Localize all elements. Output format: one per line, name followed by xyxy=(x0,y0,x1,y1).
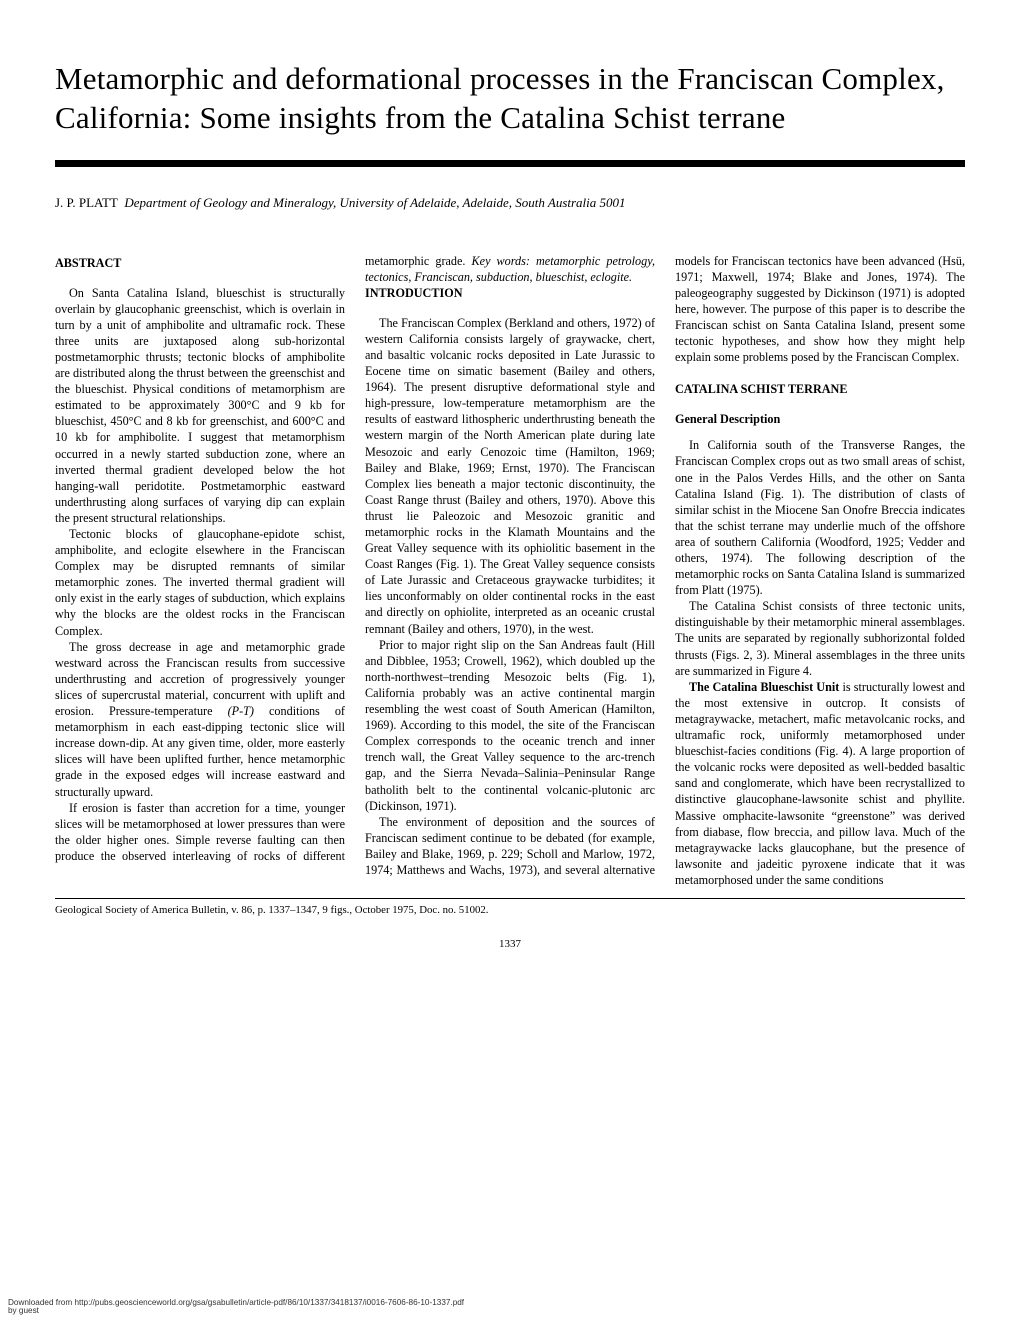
download-note: Downloaded from http://pubs.geosciencewo… xyxy=(8,1299,464,1316)
abstract-p2: Tectonic blocks of glaucophane-epidote s… xyxy=(55,526,345,639)
author-name: J. P. PLATT xyxy=(55,195,118,210)
download-url: Downloaded from http://pubs.geosciencewo… xyxy=(8,1299,464,1308)
catalina-p2: The Catalina Schist consists of three te… xyxy=(675,598,965,678)
catalina-p3: The Catalina Blueschist Unit is structur… xyxy=(675,679,965,888)
download-user: by guest xyxy=(8,1307,464,1316)
author-line: J. P. PLATT Department of Geology and Mi… xyxy=(55,195,965,211)
general-desc-heading: General Description xyxy=(675,411,965,427)
catalina-heading: CATALINA SCHIST TERRANE xyxy=(675,381,965,397)
intro-p1: The Franciscan Complex (Berkland and oth… xyxy=(365,315,655,637)
body-columns: ABSTRACT On Santa Catalina Island, blues… xyxy=(55,253,965,888)
intro-p2: Prior to major right slip on the San And… xyxy=(365,637,655,814)
page-number: 1337 xyxy=(55,938,965,950)
catalina-p1: In California south of the Transverse Ra… xyxy=(675,437,965,598)
pt-label: (P-T) xyxy=(228,704,254,718)
footer-citation: Geological Society of America Bulletin, … xyxy=(55,904,965,916)
abstract-p3: The gross decrease in age and metamorphi… xyxy=(55,639,345,800)
abstract-heading: ABSTRACT xyxy=(55,255,345,271)
abstract-p3b: conditions of metamorphism in each east-… xyxy=(55,704,345,798)
blueschist-unit-lead: The Catalina Blueschist Unit xyxy=(689,680,839,694)
article-title: Metamorphic and deformational processes … xyxy=(55,60,965,138)
author-affiliation: Department of Geology and Mineralogy, Un… xyxy=(124,195,625,210)
blueschist-unit-rest: is structurally lowest and the most exte… xyxy=(675,680,965,887)
abstract-p1: On Santa Catalina Island, blueschist is … xyxy=(55,285,345,526)
title-rule xyxy=(55,160,965,167)
footer-rule xyxy=(55,898,965,899)
intro-heading: INTRODUCTION xyxy=(365,285,655,301)
